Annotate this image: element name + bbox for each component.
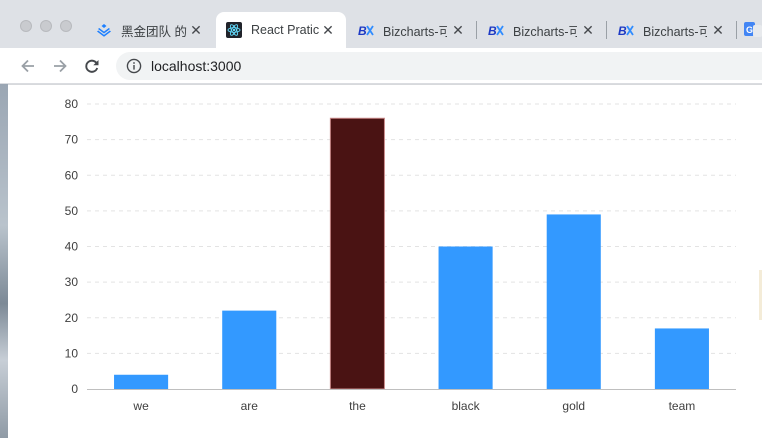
tab-juejin[interactable]: 黑金团队 的 ✕ xyxy=(86,12,214,48)
y-tick-label: 60 xyxy=(65,168,79,182)
tab-strip: 黑金团队 的 ✕ React Pratic ✕ B Bizcharts-可 ✕ … xyxy=(0,0,762,48)
arrow-left-icon xyxy=(21,59,34,73)
info-icon[interactable] xyxy=(126,58,142,74)
svg-text:B: B xyxy=(488,24,497,38)
bar-are[interactable] xyxy=(222,310,277,389)
page-content: 0 10 20 30 40 50 60 70 80 we are the black gold team xyxy=(8,85,762,438)
react-icon xyxy=(226,22,242,38)
close-icon[interactable]: ✕ xyxy=(452,22,464,38)
tab-bizcharts-3[interactable]: B Bizcharts-可 ✕ xyxy=(608,12,736,48)
x-tick-label: the xyxy=(349,399,366,413)
y-tick-label: 30 xyxy=(65,275,79,289)
bar-the[interactable] xyxy=(329,117,385,390)
tab-bizcharts-1[interactable]: B Bizcharts-可 ✕ xyxy=(348,12,476,48)
bizcharts-icon: B xyxy=(618,22,634,38)
svg-text:G: G xyxy=(746,25,753,35)
tab-bizcharts-2[interactable]: B Bizcharts-可 ✕ xyxy=(478,12,606,48)
tab-title: React Pratic xyxy=(251,23,320,37)
tab-react-practice[interactable]: React Pratic ✕ xyxy=(216,12,346,48)
chart-grid xyxy=(87,103,736,354)
chart-y-tick-labels: 0 10 20 30 40 50 60 70 80 xyxy=(65,97,79,396)
tab-title: Bizcharts-可 xyxy=(643,24,707,39)
arrow-right-icon xyxy=(54,59,67,73)
back-button[interactable] xyxy=(16,54,40,78)
y-tick-label: 70 xyxy=(65,133,79,147)
tab-separator xyxy=(736,21,737,39)
google-translate-icon: G xyxy=(744,22,762,37)
window-zoom-button[interactable] xyxy=(60,20,72,32)
browser-toolbar: localhost:3000 xyxy=(0,48,762,84)
x-tick-label: gold xyxy=(562,399,585,413)
window-minimize-button[interactable] xyxy=(40,20,52,32)
close-icon[interactable]: ✕ xyxy=(712,22,724,38)
y-tick-label: 40 xyxy=(65,240,79,254)
bar-we[interactable] xyxy=(114,374,169,389)
reload-button[interactable] xyxy=(80,54,104,78)
x-tick-label: team xyxy=(669,399,696,413)
bar-chart: 0 10 20 30 40 50 60 70 80 we are the black gold team xyxy=(65,97,736,413)
tab-separator xyxy=(476,21,477,39)
tab-partial[interactable]: G xyxy=(744,22,762,38)
y-tick-label: 20 xyxy=(65,311,79,325)
y-tick-label: 10 xyxy=(65,346,79,360)
bizcharts-icon: B xyxy=(358,22,374,38)
svg-text:B: B xyxy=(358,24,367,38)
url-text: localhost:3000 xyxy=(151,58,242,74)
close-icon[interactable]: ✕ xyxy=(582,22,594,38)
tab-title: Bizcharts-可 xyxy=(383,24,447,39)
chart-bars xyxy=(114,117,709,390)
reload-icon xyxy=(85,59,99,73)
tab-title: Bizcharts-可 xyxy=(513,24,577,39)
y-tick-label: 80 xyxy=(65,97,79,111)
window-close-button[interactable] xyxy=(20,20,32,32)
juejin-icon xyxy=(96,22,112,38)
chart-x-tick-labels: we are the black gold team xyxy=(132,399,695,413)
tab-separator xyxy=(606,21,607,39)
y-tick-label: 50 xyxy=(65,204,79,218)
bar-black[interactable] xyxy=(438,246,493,390)
x-tick-label: are xyxy=(241,399,259,413)
bar-gold[interactable] xyxy=(546,214,601,389)
forward-button[interactable] xyxy=(48,54,72,78)
desktop-wallpaper xyxy=(0,84,8,438)
tab-title: 黑金团队 的 xyxy=(121,24,187,39)
page-edge-strip xyxy=(759,270,762,320)
address-bar[interactable]: localhost:3000 xyxy=(116,52,762,80)
bar-team[interactable] xyxy=(654,328,709,389)
svg-text:B: B xyxy=(618,24,627,38)
close-icon[interactable]: ✕ xyxy=(190,22,202,38)
x-tick-label: black xyxy=(452,399,481,413)
y-tick-label: 0 xyxy=(71,382,78,396)
close-icon[interactable]: ✕ xyxy=(322,22,334,38)
x-tick-label: we xyxy=(132,399,149,413)
bizcharts-icon: B xyxy=(488,22,504,38)
